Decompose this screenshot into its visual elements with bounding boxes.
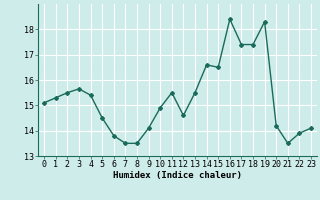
X-axis label: Humidex (Indice chaleur): Humidex (Indice chaleur) — [113, 171, 242, 180]
